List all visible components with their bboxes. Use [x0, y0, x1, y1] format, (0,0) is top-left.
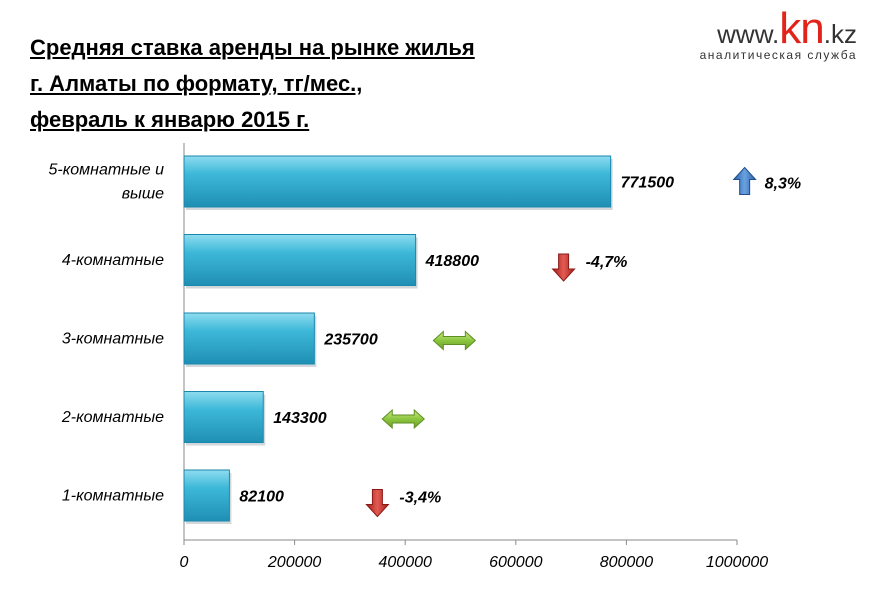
change-label: 8,3%	[765, 176, 801, 193]
x-tick-label: 800000	[600, 554, 653, 571]
x-tick-label: 600000	[489, 554, 542, 571]
value-label: 82100	[239, 489, 284, 506]
value-label: 771500	[621, 175, 674, 192]
double-arrow-icon	[381, 408, 425, 430]
x-tick-label: 1000000	[706, 554, 768, 571]
down-arrow-icon	[551, 253, 576, 282]
value-label: 143300	[273, 410, 326, 427]
chart-title-line: Средняя ставка аренды на рынке жилья	[30, 35, 475, 60]
x-tick-label: 0	[180, 554, 189, 571]
double-arrow-icon	[432, 330, 477, 351]
up-arrow-icon	[732, 166, 757, 195]
bar	[183, 391, 264, 443]
logo-kz: .kz	[823, 19, 857, 49]
chart-title-line: г. Алматы по формату, тг/мес.,	[30, 71, 363, 96]
plot-area: 0 200000 400000 600000 800000 1000000 5-комнат…	[49, 143, 801, 571]
logo-subtitle: аналитическая служба	[699, 48, 857, 62]
change-label: -4,7%	[586, 254, 628, 271]
x-tick-label: 400000	[379, 554, 432, 571]
logo-kn: kn	[779, 4, 824, 53]
category-label: 2-комнатные	[61, 409, 164, 426]
value-label: 418800	[425, 253, 479, 270]
chart-title: Средняя ставка аренды на рынке жилья г. …	[30, 30, 475, 138]
x-tick-label: 200000	[267, 554, 321, 571]
down-arrow-icon	[365, 489, 390, 518]
category-label: 1-комнатные	[62, 488, 164, 505]
logo: www.kn.kz аналитическая служба	[682, 4, 857, 62]
bar	[183, 469, 230, 522]
bar	[183, 312, 315, 365]
bar	[183, 155, 612, 208]
category-label: 4-комнатные	[62, 252, 164, 269]
bar	[183, 234, 417, 286]
logo-main: www.kn.kz	[717, 4, 857, 54]
change-label: -3,4%	[399, 490, 441, 507]
logo-www: www.	[717, 19, 780, 49]
value-label: 235700	[323, 332, 377, 349]
category-label: 3-комнатные	[62, 331, 164, 348]
category-label: 5-комнатные и выше	[49, 162, 165, 203]
chart-title-line: февраль к январю 2015 г.	[30, 107, 310, 132]
